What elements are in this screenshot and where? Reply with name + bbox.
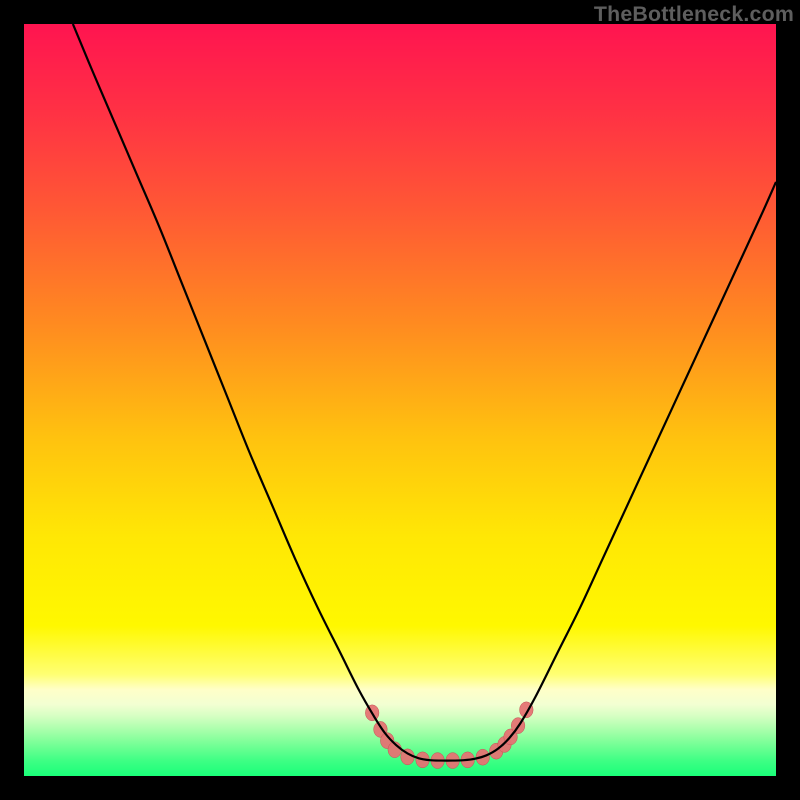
curve-layer	[24, 24, 776, 776]
bottleneck-markers	[365, 702, 533, 769]
watermark-text: TheBottleneck.com	[594, 2, 794, 27]
bottleneck-curve	[73, 24, 776, 761]
plot-area	[24, 24, 776, 776]
chart-frame: TheBottleneck.com	[0, 0, 800, 800]
